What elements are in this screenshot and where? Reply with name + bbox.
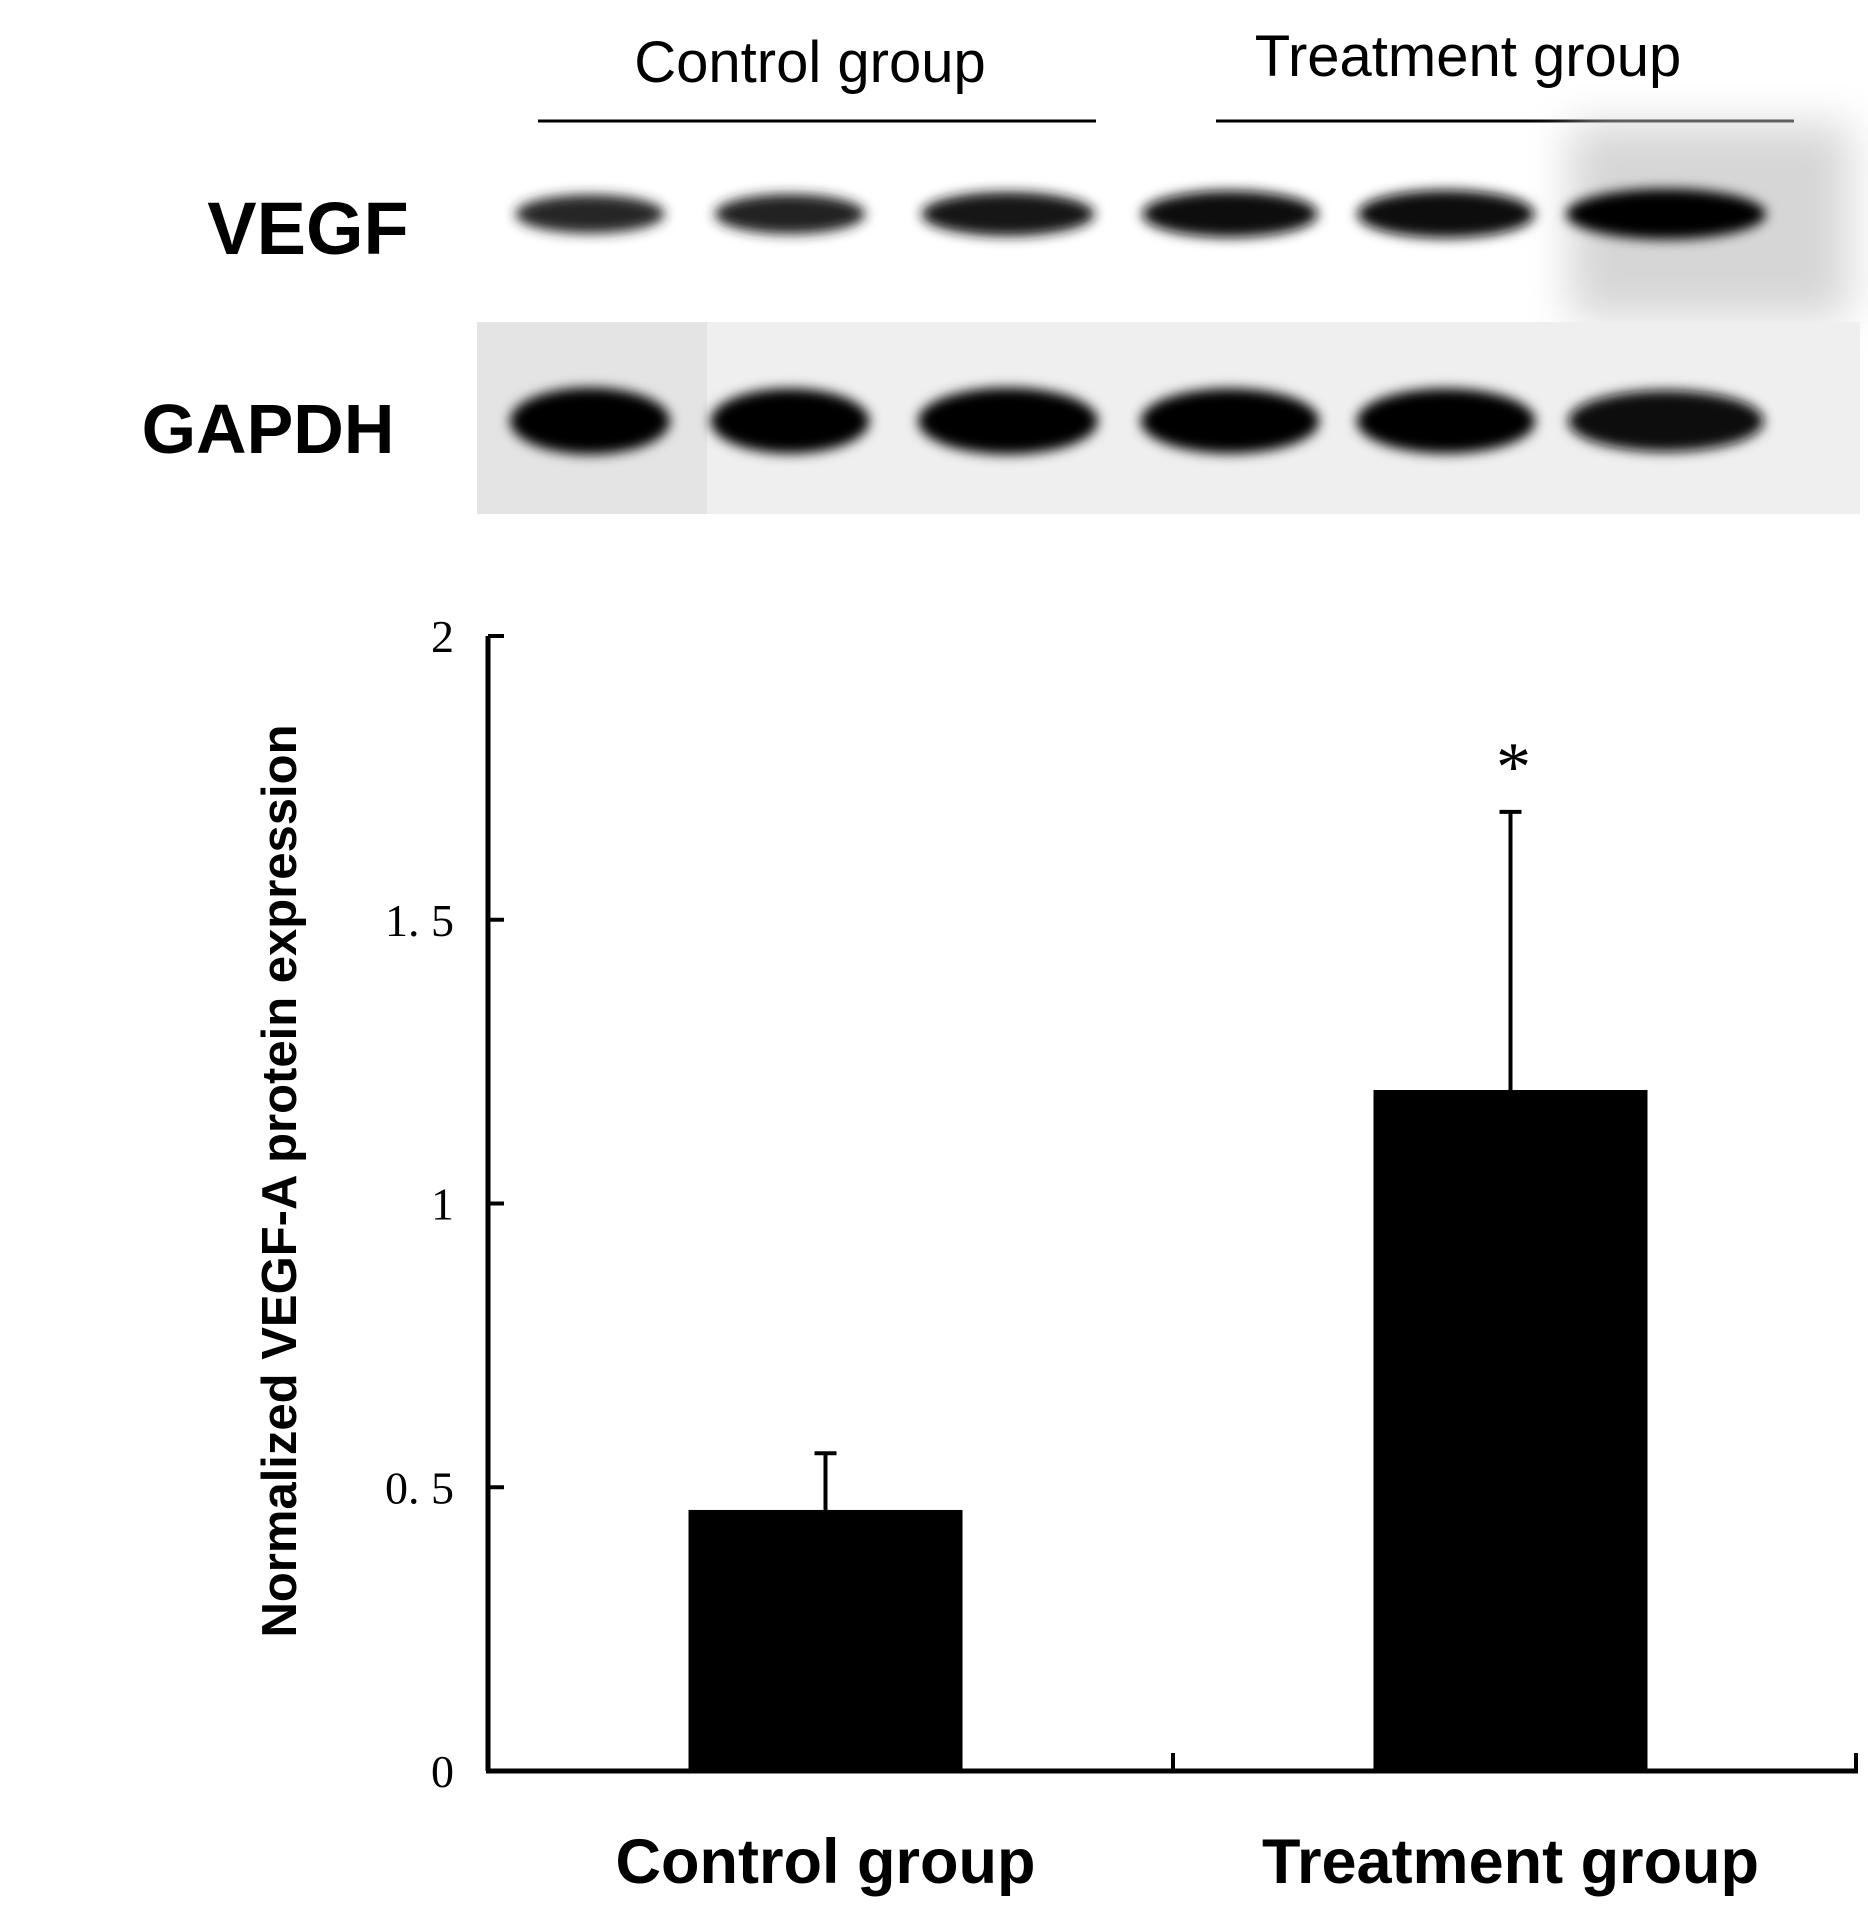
bar-annotations: * [1496,729,1531,806]
bar [1373,1090,1648,1771]
blot-row-label-gapdh: GAPDH [142,390,395,468]
y-tick-label: 1. 5 [385,895,454,946]
y-tick-label: 0. 5 [385,1462,454,1513]
blot-group-label-treatment: Treatment group [1255,24,1682,89]
vegf-band-6 [1566,188,1766,240]
y-tick-label: 1 [431,1179,454,1230]
y-axis-label: Normalized VEGF-A protein expression [253,724,307,1637]
vegf-bands [515,188,1766,240]
x-axis-ticks [1171,1753,1858,1771]
x-axis-category-labels: Control group Treatment group [616,1827,1759,1897]
y-tick-label: 0 [431,1746,454,1797]
gapdh-band-4 [1140,388,1320,454]
gapdh-band-6 [1568,390,1764,452]
y-axis-ticks: 0 0. 5 1 1. 5 2 [385,611,504,1797]
y-tick-label: 2 [431,611,454,662]
gapdh-band-5 [1356,388,1536,454]
bar-chart: Normalized VEGF-A protein expression 0 0.… [253,611,1858,1897]
western-blot-panel: Control group Treatment group VEGF GAPDH [142,24,1860,514]
x-category-label: Treatment group [1262,1827,1759,1897]
vegf-band-5 [1357,190,1535,238]
x-category-label: Control group [616,1827,1036,1897]
significance-marker: * [1496,729,1531,806]
blot-row-label-vegf: VEGF [207,187,408,270]
bars [688,1090,1648,1771]
vegf-band-2 [714,193,866,235]
bar [688,1509,963,1771]
blot-group-label-control: Control group [634,30,985,95]
vegf-band-1 [515,194,665,234]
gapdh-bands [510,387,1764,455]
gapdh-band-3 [918,387,1098,455]
vegf-band-3 [921,192,1095,236]
vegf-band-4 [1142,190,1318,238]
gapdh-band-2 [710,388,870,454]
gapdh-band-1 [510,387,670,455]
error-bars [814,809,1522,1510]
